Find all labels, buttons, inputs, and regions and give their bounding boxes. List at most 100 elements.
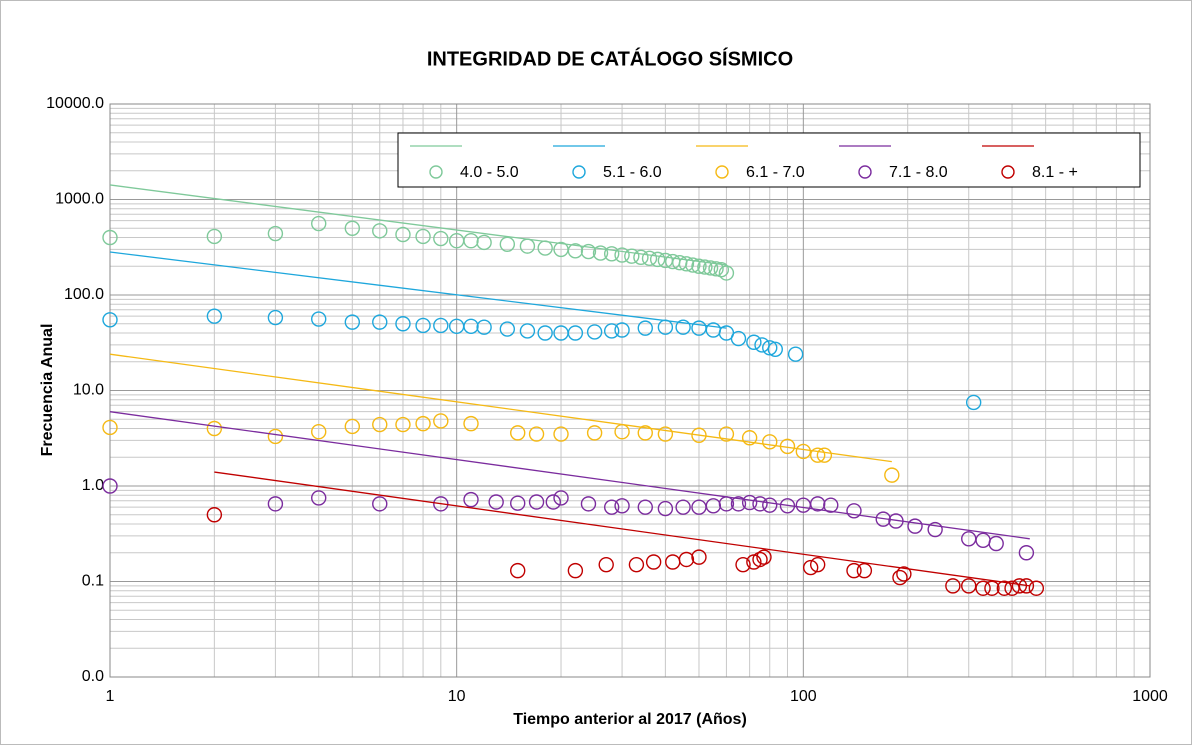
point [372,416,388,433]
point [499,321,516,337]
point [657,426,674,442]
point [965,394,982,411]
y-axis-label: Frecuencia Anual [39,324,56,457]
point [779,438,796,455]
point [856,562,873,579]
point [344,220,361,236]
point [567,325,584,341]
y-tick-label: 10000.0 [46,95,104,112]
legend-marker [858,165,872,179]
point [519,323,536,339]
point [519,238,536,254]
point [816,447,833,463]
legend-label: 5.1 - 6.0 [603,164,662,181]
point [657,319,674,335]
point [884,467,900,483]
point [528,426,545,442]
point [762,340,778,356]
point [603,499,620,515]
point [649,251,666,268]
point [846,562,862,579]
point [433,496,449,512]
point [488,494,504,510]
point [528,494,545,510]
point [206,420,223,437]
legend-label: 4.0 - 5.0 [460,164,519,181]
point [102,419,118,436]
point [752,551,768,568]
x-tick-label: 1 [106,688,115,705]
point [645,554,662,570]
point [463,415,479,432]
point [762,497,778,513]
point [628,556,645,573]
point [206,228,223,245]
trendline [109,353,892,463]
point [415,415,431,432]
point [545,494,562,510]
point [395,226,411,243]
point [415,317,431,334]
point [580,496,597,512]
point [372,496,388,512]
point [344,314,361,330]
point [945,578,961,594]
point [718,265,735,281]
point [802,559,819,576]
point [718,496,735,512]
point [823,497,839,513]
point [433,317,449,334]
point [592,245,609,261]
point [927,521,943,538]
point [875,511,891,527]
y-tick-label: 100.0 [64,286,104,303]
point [637,499,653,515]
y-tick-label: 10.0 [73,382,104,399]
point [537,325,553,341]
point [691,258,707,274]
point [691,549,707,565]
point [907,518,923,534]
point [567,243,584,259]
point [1028,580,1045,596]
point [586,324,603,340]
point [988,535,1004,552]
point [624,248,640,264]
point [433,413,449,429]
point [567,562,584,579]
point [984,580,1000,596]
point [102,229,118,246]
point [846,503,862,519]
point [433,230,449,247]
point [476,234,492,251]
legend-label: 7.1 - 8.0 [889,164,948,181]
point [499,236,516,252]
x-tick-label: 10 [448,688,466,705]
point [267,225,284,242]
legend-marker [429,165,443,179]
point [697,259,713,275]
point [614,424,630,440]
point [603,246,620,262]
point [476,319,492,335]
point [267,309,284,326]
trendline [214,471,1030,587]
point [657,500,674,517]
point [746,334,762,350]
point [102,312,118,328]
point [756,549,772,565]
point [344,418,361,435]
point [206,507,223,523]
point [1018,578,1035,594]
point [741,494,758,511]
point [641,250,658,267]
point [580,243,597,260]
point [267,496,284,512]
point [702,260,719,276]
point [762,434,778,450]
point [779,498,796,514]
legend-label: 6.1 - 7.0 [746,164,805,181]
point [996,580,1013,596]
point [395,316,411,332]
trendline [109,251,727,329]
